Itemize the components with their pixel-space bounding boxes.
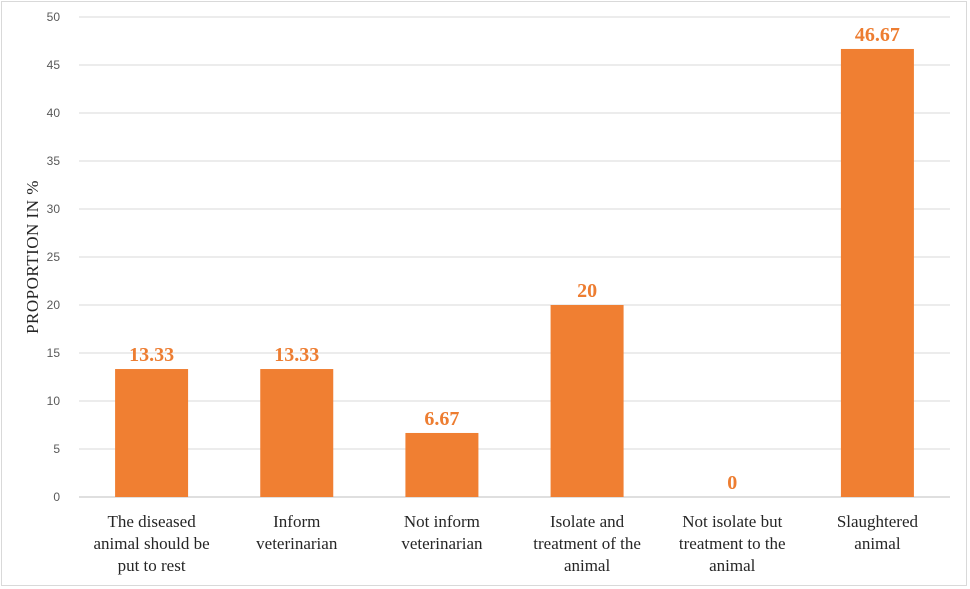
gridlines (79, 16, 950, 498)
y-tick-label: 10 (47, 394, 61, 408)
x-tick-label: Inform veterinarian (256, 512, 338, 553)
y-tick-label: 20 (47, 298, 61, 312)
bar (260, 369, 334, 497)
x-tick-label: Not inform veterinarian (401, 512, 483, 553)
x-tick-label: The diseased animal should be put to rest (94, 512, 210, 575)
y-axis-ticks: 0 5 10 15 20 25 30 35 40 45 50 (47, 10, 61, 504)
data-label: 46.67 (855, 24, 900, 46)
x-axis-categories: The diseased animal should be put to rest I… (94, 512, 919, 575)
y-tick-label: 45 (47, 58, 61, 72)
y-tick-label: 25 (47, 250, 61, 264)
bars (115, 48, 914, 498)
y-tick-label: 5 (53, 442, 60, 456)
bar (840, 48, 914, 498)
x-tick-label: Isolate and treatment of the animal (533, 512, 641, 575)
bar (115, 369, 189, 497)
data-labels: 13.33 13.33 6.67 20 0 46.67 (129, 24, 900, 494)
y-tick-label: 35 (47, 154, 61, 168)
data-label: 0 (727, 472, 737, 494)
y-tick-label: 0 (53, 490, 60, 504)
y-tick-label: 40 (47, 106, 61, 120)
data-label: 20 (577, 280, 597, 302)
bar (405, 432, 479, 497)
y-axis-label: PROPORTION IN % (23, 180, 42, 334)
bar (550, 305, 624, 497)
x-tick-label: Not isolate but treatment to the animal (679, 512, 786, 575)
y-tick-label: 30 (47, 202, 61, 216)
y-tick-label: 50 (47, 10, 61, 24)
x-tick-label: Slaughtered animal (837, 512, 919, 553)
data-label: 13.33 (129, 344, 174, 366)
data-label: 13.33 (274, 344, 319, 366)
y-tick-label: 15 (47, 346, 61, 360)
data-label: 6.67 (424, 408, 459, 430)
